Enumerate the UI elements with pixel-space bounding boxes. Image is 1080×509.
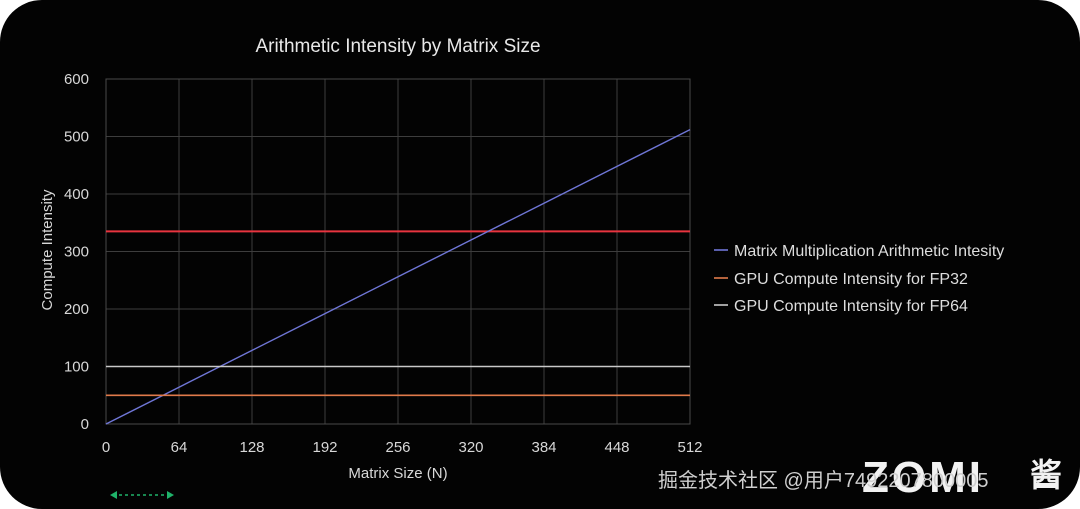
- y-tick-label: 200: [64, 301, 89, 318]
- range-arrow-right-head: [167, 491, 174, 499]
- plot-border: [105, 78, 691, 425]
- tick-labels: 0 100 200 300 400 500 600 0 64 128 192 256 320 384 448…: [64, 71, 703, 456]
- y-tick-label: 400: [64, 186, 89, 203]
- watermark-logo-suffix: 酱: [1030, 457, 1062, 493]
- x-tick-label: 256: [385, 439, 410, 456]
- x-tick-label: 512: [677, 439, 702, 456]
- x-tick-label: 192: [312, 439, 337, 456]
- x-tick-label: 64: [171, 439, 188, 456]
- y-axis-label: Compute Intensity: [39, 189, 56, 310]
- watermark-logo: ZOMI: [862, 453, 984, 502]
- y-tick-label: 300: [64, 244, 89, 261]
- watermark-text: 掘金技术社区 @用户7492207800005: [658, 469, 988, 492]
- x-tick-label: 384: [531, 439, 556, 456]
- legend-label-2: GPU Compute Intensity for FP32: [734, 271, 968, 288]
- legend: Matrix Multiplication Arithmetic Intesit…: [714, 243, 1004, 315]
- legend-label-3: GPU Compute Intensity for FP64: [734, 298, 968, 315]
- y-tick-label: 100: [64, 359, 89, 376]
- x-tick-label: 320: [458, 439, 483, 456]
- legend-label-1: Matrix Multiplication Arithmetic Intesit…: [734, 243, 1004, 260]
- y-tick-label: 500: [64, 129, 89, 146]
- grid: [105, 78, 691, 425]
- series-line-1: [105, 128, 691, 425]
- watermark: ZOMI 酱 掘金技术社区 @用户7492207800005: [658, 453, 1062, 502]
- x-tick-label: 128: [239, 439, 264, 456]
- x-tick-label: 448: [604, 439, 629, 456]
- y-tick-label: 600: [64, 71, 89, 88]
- range-arrow-left-head: [110, 491, 117, 499]
- chart-title: Arithmetic Intensity by Matrix Size: [255, 36, 540, 57]
- series-group: [105, 128, 691, 425]
- y-tick-label: 0: [81, 416, 89, 433]
- x-axis-label: Matrix Size (N): [348, 465, 447, 482]
- x-tick-label: 0: [102, 439, 110, 456]
- range-arrow: [110, 491, 174, 499]
